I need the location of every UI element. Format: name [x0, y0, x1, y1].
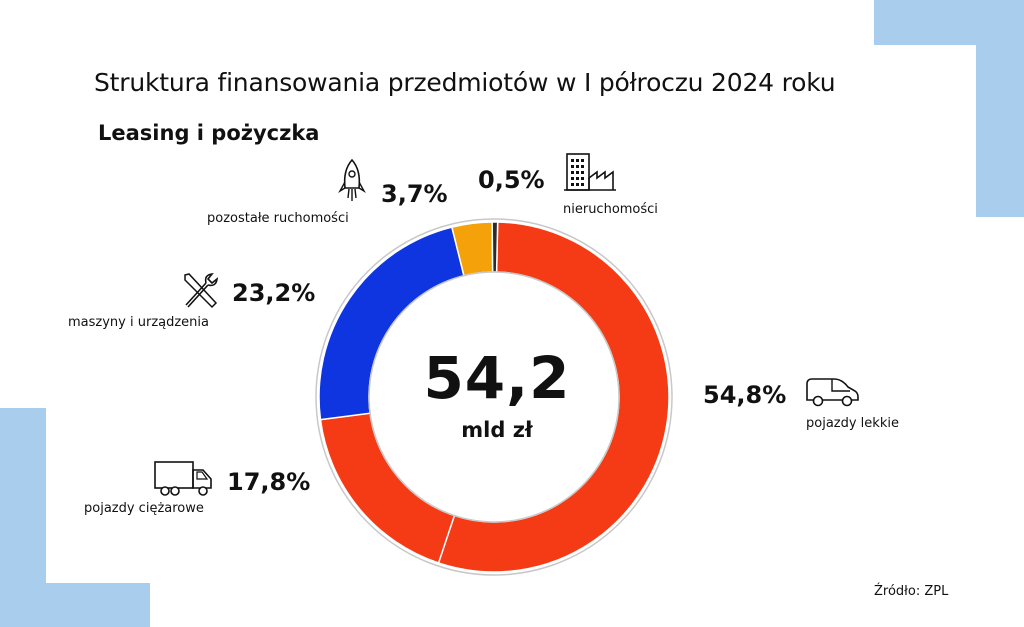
value-label-pozostale-ruchomosci: 3,7%	[381, 180, 448, 208]
value-label-pojazdy-ciezarowe: 17,8%	[227, 468, 311, 496]
category-label-maszyny-i-urzadzenia: maszyny i urządzenia	[68, 315, 209, 330]
corner-decoration-bottom-left-bar	[0, 583, 150, 627]
slice-nieruchomosci	[491, 221, 499, 273]
source-note: Źródło: ZPL	[874, 584, 949, 599]
chart-title: Struktura finansowania przedmiotów w I p…	[94, 68, 836, 97]
van-icon	[806, 378, 859, 407]
rocket-icon	[338, 158, 366, 201]
building-icon	[564, 153, 616, 191]
wrench-screwdriver-icon	[184, 272, 219, 309]
category-label-pojazdy-ciezarowe: pojazdy ciężarowe	[84, 501, 204, 516]
value-label-nieruchomosci: 0,5%	[478, 166, 545, 194]
category-label-nieruchomosci: nieruchomości	[563, 202, 658, 217]
truck-icon	[154, 461, 212, 496]
total-value: 54,2	[423, 344, 571, 412]
corner-decoration-cutout	[874, 45, 976, 217]
inner-ring	[368, 271, 620, 523]
chart-subtitle: Leasing i pożyczka	[98, 121, 320, 145]
category-label-pojazdy-lekkie: pojazdy lekkie	[806, 416, 899, 431]
value-label-pojazdy-lekkie: 54,8%	[703, 381, 787, 409]
total-unit: mld zł	[461, 418, 533, 442]
value-label-maszyny-i-urzadzenia: 23,2%	[232, 279, 316, 307]
category-label-pozostale-ruchomosci: pozostałe ruchomości	[207, 211, 349, 226]
outer-ring	[315, 218, 673, 576]
